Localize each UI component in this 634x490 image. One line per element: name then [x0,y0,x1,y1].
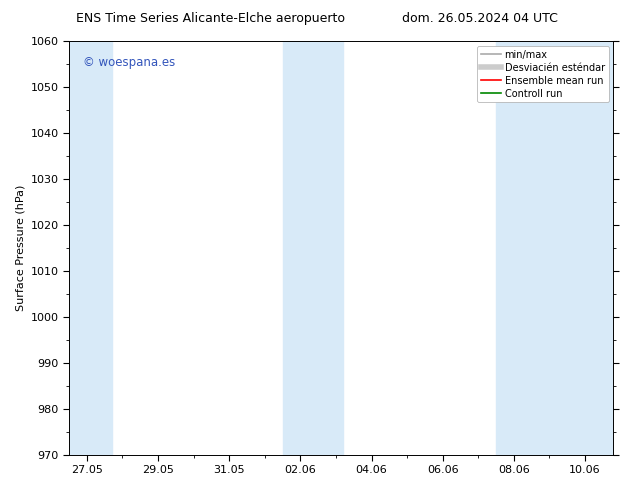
Legend: min/max, Desviacién esténdar, Ensemble mean run, Controll run: min/max, Desviacién esténdar, Ensemble m… [477,46,609,102]
Bar [69,41,112,455]
Bar [496,41,614,455]
Text: dom. 26.05.2024 04 UTC: dom. 26.05.2024 04 UTC [402,12,558,25]
Bar [283,41,343,455]
Y-axis label: Surface Pressure (hPa): Surface Pressure (hPa) [15,185,25,311]
Text: © woespana.es: © woespana.es [82,55,175,69]
Text: ENS Time Series Alicante-Elche aeropuerto: ENS Time Series Alicante-Elche aeropuert… [76,12,345,25]
